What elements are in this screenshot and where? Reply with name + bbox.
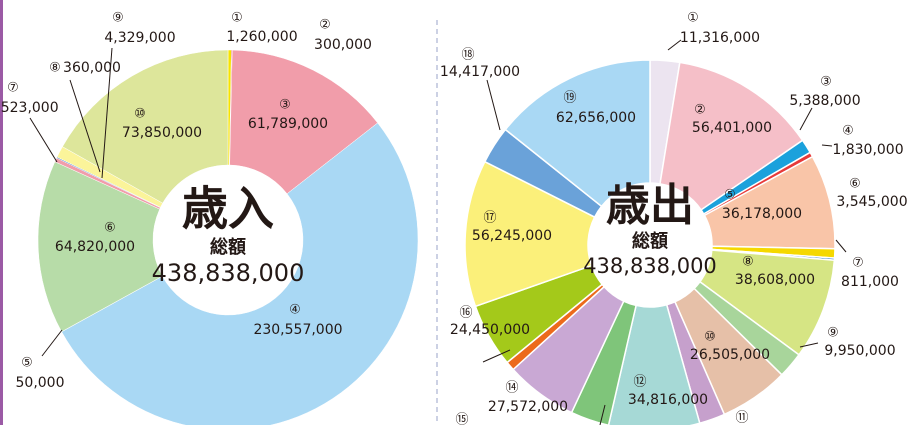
center-total: 438,838,000 [152, 259, 305, 287]
category-label: ⑦ [7, 81, 19, 96]
center-total: 438,838,000 [583, 254, 717, 278]
leader-line [482, 349, 511, 363]
category-label: ⑥ [849, 177, 861, 192]
value-label: 14,417,000 [440, 64, 520, 80]
category-label: ⑭ [505, 381, 518, 396]
value-label: 26,505,000 [690, 347, 770, 363]
value-label: 50,000 [16, 375, 65, 391]
pie-slice [464, 160, 596, 308]
value-label: 4,329,000 [104, 30, 175, 46]
leader-line [599, 404, 606, 425]
pie-slice [229, 49, 379, 195]
value-label: 360,000 [63, 60, 121, 76]
pie-slice [607, 303, 701, 425]
value-label: 1,830,000 [832, 142, 903, 158]
category-label: ⑧ [49, 61, 61, 76]
category-label: ① [231, 11, 243, 26]
pie-slice [61, 122, 419, 425]
pie-slice [504, 59, 651, 208]
center-title: 歳入 [182, 182, 274, 236]
category-label: ⑰ [483, 211, 496, 226]
value-label: 56,401,000 [692, 120, 772, 136]
leader-line [29, 117, 58, 163]
leader-line [835, 239, 847, 253]
value-label: 1,523,000 [0, 100, 59, 116]
value-label: 61,789,000 [248, 116, 328, 132]
value-label: 64,820,000 [55, 239, 135, 255]
value-label: 24,450,000 [450, 322, 530, 338]
category-label: ⑲ [563, 91, 576, 106]
value-label: 811,000 [841, 274, 899, 290]
leader-line [41, 329, 63, 357]
value-label: 230,557,000 [253, 322, 342, 338]
category-label: ⑱ [461, 48, 474, 63]
value-label: 5,388,000 [789, 93, 860, 109]
category-label: ⑩ [134, 107, 146, 122]
pie-slice [659, 61, 804, 211]
pie-slice [37, 161, 163, 333]
leader-line [667, 39, 682, 51]
category-label: ⑨ [827, 326, 839, 341]
value-label: 36,178,000 [722, 206, 802, 222]
value-label: 34,816,000 [628, 392, 708, 408]
category-label: ② [319, 18, 331, 33]
category-label: ⑯ [459, 306, 472, 321]
category-label: ⑤ [724, 188, 736, 203]
value-label: 27,572,000 [488, 399, 568, 415]
pie-slice [62, 49, 229, 204]
center-subtitle: 総額 [632, 230, 668, 252]
category-label: ① [687, 11, 699, 26]
leader-line [69, 79, 101, 173]
category-label: ⑫ [633, 375, 646, 390]
category-label: ⑩ [704, 330, 716, 345]
left-border [0, 0, 3, 425]
value-label: 56,245,000 [472, 228, 552, 244]
center-title: 歳出 [606, 180, 694, 231]
category-label: ⑮ [455, 413, 468, 425]
category-label: ③ [279, 98, 291, 113]
category-label: ③ [820, 75, 832, 90]
leader-line [821, 144, 833, 147]
leader-line [799, 342, 819, 348]
category-label: ⑪ [735, 411, 748, 425]
category-label: ④ [842, 124, 854, 139]
value-label: 9,950,000 [824, 343, 895, 359]
leader-line [799, 107, 813, 131]
category-label: ⑦ [852, 256, 864, 271]
leader-line [101, 47, 113, 179]
category-label: ⑨ [112, 11, 124, 26]
value-label: 3,545,000 [836, 194, 907, 210]
value-label: 1,260,000 [226, 29, 297, 45]
value-label: 38,608,000 [735, 272, 815, 288]
value-label: 300,000 [314, 37, 372, 53]
category-label: ⑥ [104, 221, 116, 236]
category-label: ⑧ [742, 255, 754, 270]
category-label: ④ [289, 303, 301, 318]
category-label: ② [694, 103, 706, 118]
value-label: 73,850,000 [122, 125, 202, 141]
value-label: 62,656,000 [556, 110, 636, 126]
category-label: ⑤ [21, 356, 33, 371]
center-subtitle: 総額 [210, 236, 246, 258]
leader-line [486, 79, 501, 131]
value-label: 11,316,000 [680, 30, 760, 46]
